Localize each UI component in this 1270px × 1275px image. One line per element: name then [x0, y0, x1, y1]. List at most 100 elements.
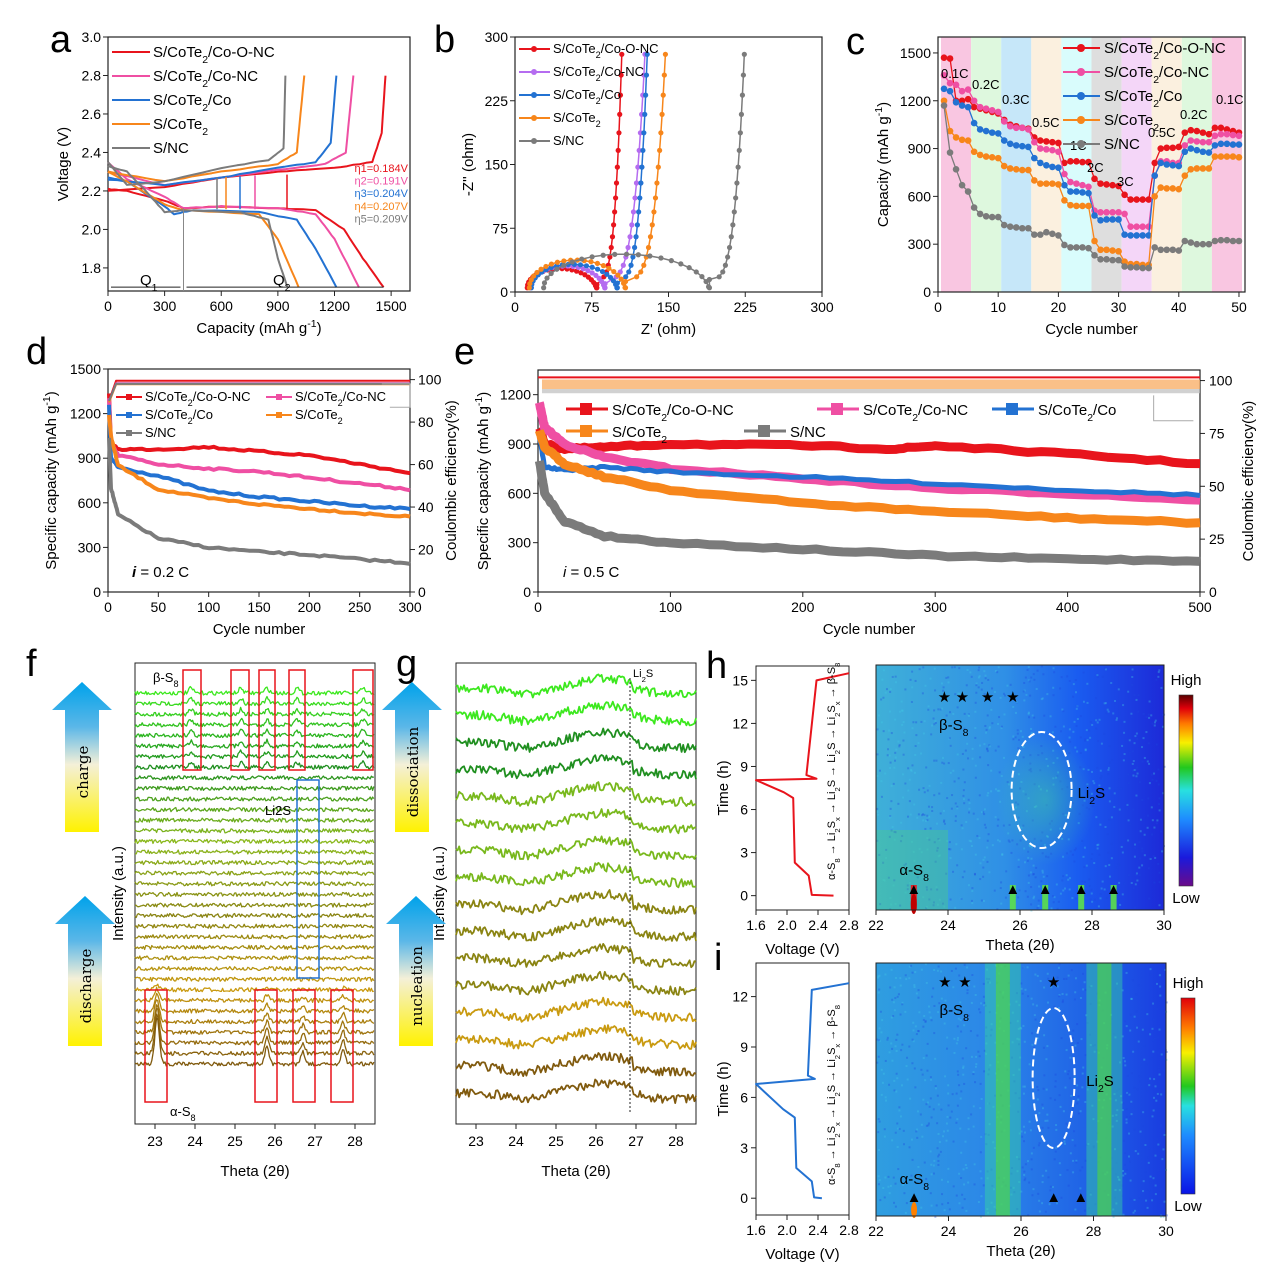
x-tick-label: 30	[1158, 1223, 1174, 1239]
heatmap-noise	[929, 1016, 932, 1019]
heatmap-noise	[1090, 888, 1093, 891]
rate-point	[1139, 264, 1146, 272]
heatmap-noise	[909, 899, 912, 902]
heatmap-noise	[928, 784, 931, 787]
heatmap-noise	[1139, 1210, 1142, 1213]
heatmap-noise	[1030, 727, 1033, 730]
heatmap-noise	[933, 1032, 936, 1035]
heatmap-noise	[1075, 1161, 1078, 1164]
heatmap-noise	[937, 1155, 940, 1158]
heatmap-noise	[1057, 1147, 1060, 1150]
subscript: 2	[1089, 795, 1095, 807]
nyquist-point	[641, 262, 647, 268]
rate-point	[940, 102, 948, 109]
nyquist-point	[534, 269, 540, 276]
heatmap-noise	[1059, 687, 1062, 690]
heatmap-noise	[889, 815, 892, 818]
heatmap-noise	[985, 977, 988, 980]
y-tick-label: 1.8	[82, 260, 102, 276]
y-axis-label: Voltage (V)	[55, 127, 72, 201]
heatmap-noise	[1023, 1085, 1026, 1088]
heatmap-noise	[1156, 1007, 1159, 1010]
heatmap-noise	[1016, 1037, 1019, 1040]
heatmap-noise	[1135, 698, 1138, 701]
heatmap-noise	[878, 1040, 881, 1043]
rate-point	[1012, 224, 1020, 231]
heatmap-noise	[946, 840, 949, 843]
heatmap-noise	[1043, 1074, 1046, 1077]
rate-point	[1163, 185, 1171, 192]
heatmap-noise	[883, 1135, 886, 1138]
rate-point	[940, 71, 948, 79]
rate-point	[1115, 216, 1122, 223]
rate-point	[1031, 138, 1038, 146]
heatmap-noise	[902, 1183, 905, 1186]
heatmap-noise	[1030, 1158, 1033, 1161]
heatmap-noise	[925, 981, 928, 984]
x-tick-label: 50	[1231, 299, 1247, 315]
heatmap-noise	[967, 798, 970, 801]
heatmap-noise	[996, 908, 999, 911]
heatmap-noise	[1151, 778, 1154, 781]
heatmap-noise	[1079, 996, 1082, 999]
heatmap-noise	[1073, 1130, 1076, 1133]
heatmap-noise	[969, 1030, 972, 1033]
heatmap-noise	[976, 1034, 979, 1037]
heatmap-noise	[1065, 1049, 1068, 1052]
heatmap-noise	[935, 759, 938, 762]
rate-point	[1157, 159, 1165, 167]
x-tick-label: 2.4	[808, 1222, 828, 1238]
label-part: /Co	[1159, 88, 1182, 105]
heatmap-noise	[958, 1172, 961, 1175]
heatmap-noise	[1000, 902, 1003, 905]
heatmap-noise	[926, 1042, 929, 1045]
heatmap-noise	[927, 1124, 930, 1127]
heatmap-noise	[1160, 1125, 1163, 1128]
heatmap-noise	[976, 834, 979, 837]
heatmap-noise	[908, 1045, 911, 1048]
y-tick-label: 0	[740, 1190, 748, 1206]
label-part: S/CoTe	[612, 402, 661, 419]
heatmap-noise	[955, 843, 958, 846]
heatmap-noise	[938, 854, 941, 857]
heatmap-noise	[948, 737, 951, 740]
legend-marker	[276, 394, 282, 400]
heatmap-noise	[879, 1199, 882, 1202]
heatmap-noise	[896, 1122, 899, 1125]
label-part: /Co-O-NC	[667, 402, 734, 419]
label-part: /Co	[601, 87, 621, 102]
heatmap-noise	[1084, 749, 1087, 752]
heatmap-noise	[1077, 1095, 1080, 1098]
heatmap-noise	[882, 1072, 885, 1075]
capacity-line-3	[107, 414, 411, 519]
heatmap-noise	[899, 1013, 902, 1016]
heatmap-noise	[912, 1029, 915, 1032]
heatmap-noise	[1115, 718, 1118, 721]
heatmap-noise	[905, 1065, 908, 1068]
discharge-arrow	[55, 896, 115, 1046]
colorbar	[1180, 997, 1196, 1195]
rate-point	[1067, 201, 1074, 209]
rate-point	[1000, 118, 1008, 125]
label-part: α-S	[899, 862, 923, 879]
heatmap-noise	[972, 812, 975, 815]
heatmap-noise	[944, 1075, 947, 1078]
heatmap-noise	[877, 1039, 880, 1042]
rate-point	[1139, 232, 1146, 239]
heatmap-noise	[986, 860, 989, 863]
heatmap-noise	[901, 1001, 904, 1004]
heatmap-noise	[1035, 687, 1038, 690]
rate-point	[1097, 246, 1104, 254]
rate-point	[952, 81, 960, 89]
heatmap-noise	[893, 986, 896, 989]
heatmap-noise	[895, 1050, 898, 1053]
label-part: /Co	[1093, 402, 1116, 419]
y2-tick-label: 100	[418, 372, 442, 388]
heatmap-noise	[993, 691, 996, 694]
nyquist-point	[661, 72, 667, 78]
heatmap-noise	[1160, 1053, 1163, 1056]
rate-point	[1085, 158, 1092, 166]
heatmap-noise	[896, 995, 899, 998]
heatmap-noise	[912, 721, 915, 724]
label-part: S/CoTe	[295, 407, 338, 422]
